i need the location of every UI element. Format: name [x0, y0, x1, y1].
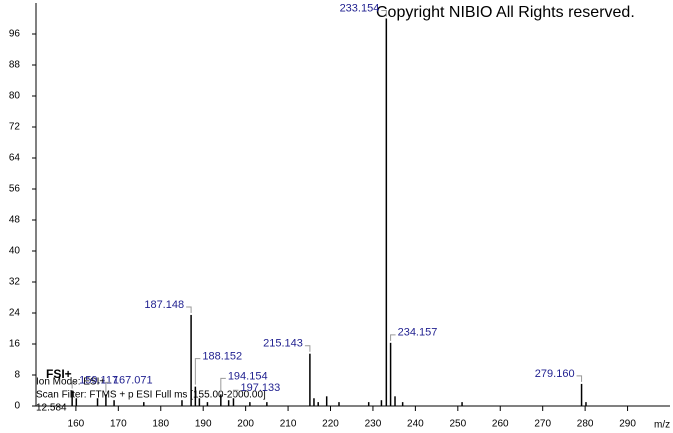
x-tick-label: 290 — [619, 419, 636, 430]
y-tick-label: 8 — [14, 370, 20, 381]
x-tick-label: 190 — [195, 419, 212, 430]
y-tick-label: 88 — [9, 60, 21, 71]
y-tick-label: 16 — [9, 339, 21, 350]
y-tick-label: 40 — [9, 246, 21, 257]
x-tick-label: 200 — [237, 419, 254, 430]
peak-label: 197.133 — [240, 382, 280, 394]
label-leader — [304, 345, 311, 352]
label-leader — [390, 334, 396, 341]
x-tick-label: 250 — [449, 419, 466, 430]
scan-filter: Scan Filter: FTMS + p ESI Full ms [155.0… — [36, 390, 266, 401]
label-leader — [105, 381, 111, 393]
label-leader — [194, 358, 201, 385]
x-tick-label: 170 — [110, 419, 127, 430]
ion-mode: Ion Mode: ESI+ — [36, 377, 105, 388]
ion-mode-badge: FSI+ — [46, 367, 72, 381]
y-tick-label: 56 — [9, 184, 21, 195]
peak-label: 159.117 — [79, 374, 118, 386]
retention-time: 12.584 — [36, 403, 67, 414]
peak-label: 187.148 — [144, 299, 184, 311]
label-leader — [576, 375, 583, 382]
x-tick-label: 220 — [322, 419, 339, 430]
x-tick-label: 270 — [534, 419, 551, 430]
y-tick-label: 80 — [9, 91, 21, 102]
label-leader — [220, 377, 226, 393]
label-leader — [232, 389, 239, 397]
peak-label: 233.154 — [340, 2, 380, 14]
peak-label: 188.152 — [202, 351, 242, 363]
x-axis-label: m/z — [654, 420, 670, 431]
x-tick-label: 230 — [365, 419, 382, 430]
peak-label: 194.154 — [228, 370, 268, 382]
peak-label: 234.157 — [398, 327, 438, 339]
y-tick-label: 48 — [9, 215, 21, 226]
x-tick-label: 280 — [577, 419, 594, 430]
y-tick-label: 96 — [9, 29, 21, 40]
y-tick-label: 72 — [9, 122, 21, 133]
peak-label: 279.160 — [535, 368, 575, 380]
x-tick-label: 240 — [407, 419, 424, 430]
label-leader — [71, 382, 78, 389]
x-tick-label: 180 — [152, 419, 169, 430]
y-tick-label: 0 — [14, 401, 20, 412]
y-tick-label: 24 — [9, 308, 21, 319]
x-tick-label: 210 — [280, 419, 297, 430]
x-tick-label: 160 — [68, 419, 85, 430]
label-leader — [186, 306, 192, 313]
x-tick-label: 260 — [492, 419, 509, 430]
y-tick-label: 64 — [9, 153, 21, 164]
y-tick-label: 32 — [9, 277, 21, 288]
chart-title: Copyright NIBIO All Rights reserved. — [376, 4, 635, 21]
peak-label: 215.143 — [263, 338, 303, 350]
label-leader — [381, 10, 387, 17]
peak-label: 167.071 — [113, 374, 153, 386]
